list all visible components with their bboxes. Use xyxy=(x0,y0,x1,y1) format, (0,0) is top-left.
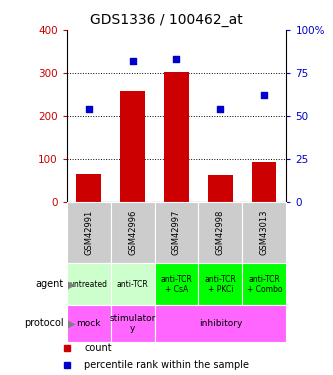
Bar xyxy=(111,263,155,305)
Bar xyxy=(67,202,111,263)
Bar xyxy=(242,263,286,305)
Text: anti-TCR
+ CsA: anti-TCR + CsA xyxy=(161,275,192,294)
Text: GSM42991: GSM42991 xyxy=(84,210,93,255)
Point xyxy=(262,92,267,98)
Text: GSM42998: GSM42998 xyxy=(216,210,225,255)
Text: agent: agent xyxy=(35,279,63,290)
Text: GSM42997: GSM42997 xyxy=(172,210,181,255)
Text: untreated: untreated xyxy=(70,280,108,289)
Text: anti-TCR
+ Combo: anti-TCR + Combo xyxy=(247,275,282,294)
Text: inhibitory: inhibitory xyxy=(199,319,242,328)
Bar xyxy=(121,91,145,202)
Text: anti-TCR
+ PKCi: anti-TCR + PKCi xyxy=(204,275,236,294)
Bar xyxy=(111,305,155,342)
Bar xyxy=(111,202,155,263)
Text: protocol: protocol xyxy=(24,318,63,328)
Bar xyxy=(252,162,276,202)
Bar xyxy=(155,305,286,342)
Point xyxy=(174,56,179,62)
Text: stimulator
y: stimulator y xyxy=(109,314,156,333)
Text: GSM43013: GSM43013 xyxy=(260,210,269,255)
Point xyxy=(130,58,135,64)
Text: ▶: ▶ xyxy=(68,318,76,328)
Bar xyxy=(198,263,242,305)
Point xyxy=(218,106,223,112)
Text: ▶: ▶ xyxy=(68,279,76,290)
Text: anti-TCR: anti-TCR xyxy=(117,280,149,289)
Text: GSM42996: GSM42996 xyxy=(128,210,137,255)
Bar xyxy=(155,202,198,263)
Bar xyxy=(165,72,188,202)
Bar xyxy=(198,202,242,263)
Text: percentile rank within the sample: percentile rank within the sample xyxy=(84,360,249,370)
Bar xyxy=(208,175,232,202)
Point xyxy=(86,106,91,112)
Bar xyxy=(155,263,198,305)
Bar xyxy=(77,174,101,202)
Bar xyxy=(242,202,286,263)
Bar xyxy=(67,263,111,305)
Text: count: count xyxy=(84,343,112,353)
Text: mock: mock xyxy=(76,319,101,328)
Bar xyxy=(67,305,111,342)
Text: GDS1336 / 100462_at: GDS1336 / 100462_at xyxy=(90,13,243,27)
